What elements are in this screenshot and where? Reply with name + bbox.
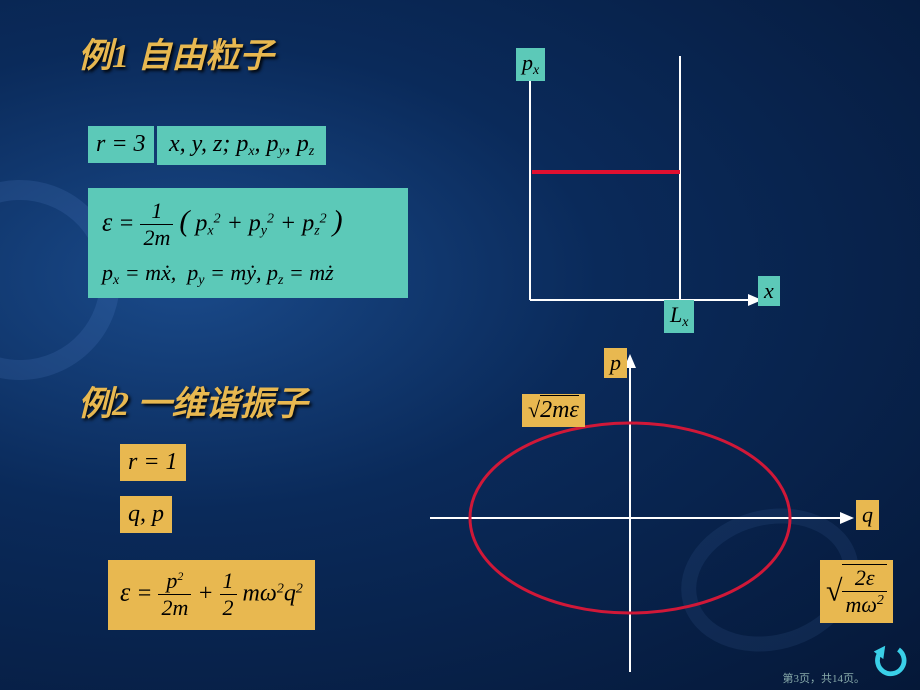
d2-y-axis-label: p: [604, 348, 627, 378]
d2-x-intercept: √ 2ε mω2: [820, 560, 893, 623]
d2-y-intercept: √2mε: [522, 394, 585, 427]
d2-x-axis-label: q: [856, 500, 879, 530]
page-footer: 第3页，共14页。: [783, 670, 866, 686]
return-icon[interactable]: [870, 642, 908, 680]
example2-phase-diagram: [0, 0, 920, 690]
